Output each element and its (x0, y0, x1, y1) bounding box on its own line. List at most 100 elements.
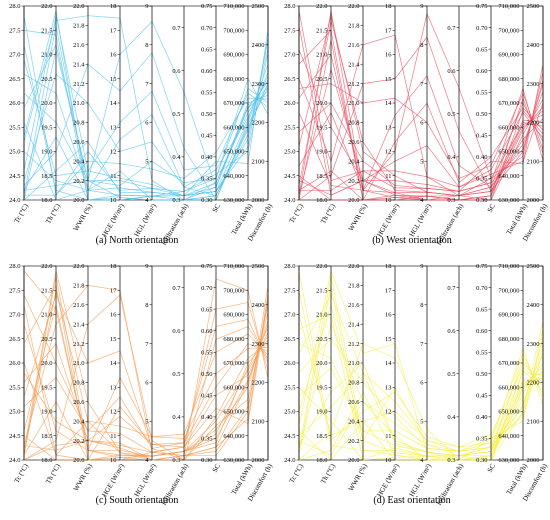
tick-label: 20.5 (316, 336, 327, 343)
tick-label: 20.8 (73, 380, 84, 387)
tick-label: 0.3 (447, 197, 455, 204)
tick-label: 27.5 (9, 27, 20, 34)
axis-label: HGL (W/m²) (133, 202, 159, 238)
tick-label: 0.45 (476, 393, 487, 400)
tick-label: 19.0 (41, 149, 52, 156)
tick-label: 20.6 (348, 399, 360, 406)
tick-label: 21.2 (348, 81, 359, 88)
tick-label: 18.5 (316, 173, 327, 180)
tick-label: 2200 (527, 120, 540, 127)
tick-label: 20.8 (348, 380, 359, 387)
tick-label: 20.2 (73, 178, 84, 185)
tick-label: 2100 (252, 418, 265, 425)
tick-label: 4 (420, 197, 424, 204)
tick-label: 0.50 (476, 111, 487, 118)
tick-label: 12 (385, 409, 392, 416)
tick-label: 0.65 (476, 306, 487, 313)
tick-label: 0.75 (201, 3, 212, 10)
axis-6: 0.30 0.35 0.40 0.45 0.50 0.55 0.60 0.65 0.70 0.75… (201, 3, 222, 214)
tick-label: 19.0 (316, 409, 327, 416)
tick-label: 18.5 (41, 433, 52, 440)
tick-label: 10 (110, 197, 117, 204)
tick-label: 700,000 (223, 287, 244, 294)
tick-label: 2200 (252, 380, 265, 387)
solution-line-19 (298, 79, 544, 201)
tick-label: 15 (385, 336, 392, 343)
tick-label: 25.0 (284, 149, 295, 156)
tick-label: 0.70 (201, 25, 212, 32)
tick-label: 14 (110, 360, 117, 367)
tick-label: 690,000 (223, 52, 244, 59)
axis-label: HGL (W/m²) (408, 202, 434, 238)
tick-label: 26.5 (284, 336, 295, 343)
tick-label: 20.2 (73, 438, 84, 445)
tick-label: 20.4 (348, 418, 360, 425)
tick-label: 2000 (252, 197, 265, 204)
tick-label: 20.2 (348, 178, 359, 185)
tick-label: 7 (145, 81, 149, 88)
tick-label: 0.3 (447, 457, 455, 464)
tick-label: 10 (385, 457, 392, 464)
tick-label: 0.4 (172, 154, 181, 161)
axis-0: 24.0 24.5 25.0 25.5 26.0 26.5 27.0 27.5 28.0 Tc (… (9, 3, 30, 224)
tick-label: 0.55 (201, 89, 212, 96)
axis-2: 20.0 20.2 20.4 20.6 20.8 21.0 21.2 21.4 21.6 21.8… (347, 263, 369, 492)
tick-label: 16 (385, 312, 392, 319)
tick-label: 20.0 (41, 100, 52, 107)
tick-label: 2100 (527, 158, 540, 165)
tick-label: 20.4 (348, 158, 360, 165)
tick-label: 22.0 (73, 263, 84, 270)
tick-label: 0.7 (172, 285, 181, 292)
axis-label: HGE (W/m²) (101, 202, 127, 239)
tick-label: 18.0 (41, 457, 52, 464)
tick-label: 17 (110, 27, 117, 34)
tick-label: 0.60 (201, 328, 212, 335)
axis-label: WWR (%) (347, 202, 369, 233)
tick-label: 0.45 (476, 133, 487, 140)
tick-label: 2300 (252, 341, 265, 348)
tick-label: 5 (145, 158, 148, 165)
tick-label: 21.4 (348, 321, 360, 328)
tick-label: 19.5 (41, 124, 52, 131)
tick-label: 0.4 (172, 414, 181, 421)
tick-label: 14 (110, 100, 117, 107)
tick-label: 21.8 (348, 283, 359, 290)
tick-label: 24.5 (9, 173, 20, 180)
tick-label: 0.6 (172, 68, 181, 75)
tick-label: 25.0 (9, 149, 20, 156)
tick-label: 27.0 (9, 312, 20, 319)
tick-label: 2000 (252, 457, 265, 464)
tick-label: 0.30 (201, 457, 212, 464)
axis-4: 4 5 6 7 8 9 HGL (W/m²) (133, 263, 159, 498)
tick-label: 20.8 (73, 120, 84, 127)
tick-label: 6 (145, 120, 149, 127)
tick-label: 25.5 (284, 124, 295, 131)
tick-label: 13 (385, 124, 392, 131)
tick-label: 24.5 (9, 433, 20, 440)
tick-label: 0.5 (172, 371, 180, 378)
tick-label: 0.45 (201, 393, 212, 400)
tick-label: 680,000 (498, 336, 519, 343)
axis-label: WWR (%) (72, 462, 94, 493)
tick-label: 9 (145, 263, 148, 270)
tick-label: 21.0 (348, 100, 359, 107)
tick-label: 21.5 (316, 287, 327, 294)
tick-label: 0.70 (476, 285, 487, 292)
tick-label: 11 (385, 173, 391, 180)
tick-label: 0.70 (476, 25, 487, 32)
tick-label: 0.50 (201, 371, 212, 378)
tick-label: 630,000 (223, 197, 244, 204)
tick-label: 21.6 (73, 42, 85, 49)
tick-label: 4 (145, 457, 149, 464)
tick-label: 640,000 (498, 173, 519, 180)
tick-label: 2500 (527, 263, 540, 270)
tick-label: 4 (145, 197, 149, 204)
tick-label: 2200 (252, 120, 265, 127)
axis-2: 20.0 20.2 20.4 20.6 20.8 21.0 21.2 21.4 21.6 21.8… (72, 263, 94, 492)
tick-label: 650,000 (498, 149, 519, 156)
axis-7: 630,000 640,000 650,000 660,000 670,000 680,0… (498, 3, 529, 236)
tick-label: 0.70 (201, 285, 212, 292)
tick-label: 27.5 (9, 287, 20, 294)
